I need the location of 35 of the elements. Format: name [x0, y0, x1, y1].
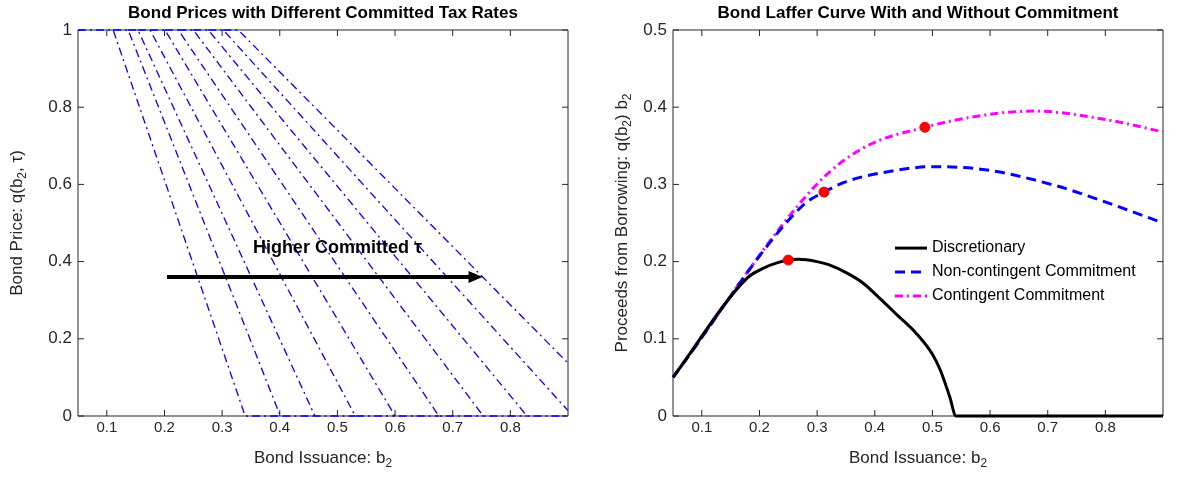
y-tick-label: 0.8 [48, 96, 72, 116]
x-tick-label: 0.3 [806, 418, 828, 436]
x-tick-label: 0.3 [211, 418, 233, 436]
y-tick-label: 0.2 [48, 328, 72, 348]
x-tick-label: 0.2 [154, 418, 175, 436]
y-tick-label: 1 [62, 19, 72, 39]
x-tick-label: 0.6 [979, 418, 1001, 436]
x-tick-label: 0.2 [749, 418, 770, 436]
x-tick-label: 0.4 [864, 418, 886, 436]
y-tick-label: 0.3 [643, 174, 667, 194]
y-tick-label: 0.4 [643, 96, 667, 116]
x-tick-label: 0.7 [442, 418, 464, 436]
y-tick-label: 0 [657, 405, 667, 425]
x-tick-label: 0.8 [1094, 418, 1116, 436]
y-tick-label: 0.5 [643, 19, 667, 39]
x-tick-label: 0.1 [691, 418, 713, 436]
chart-title: Bond Laffer Curve With and Without Commitment [717, 3, 1119, 23]
y-tick-label: 0.4 [48, 251, 72, 271]
x-tick-label: 0.4 [269, 418, 291, 436]
legend-label: Contingent Commitment [932, 286, 1106, 304]
legend-label: Discretionary [932, 238, 1026, 256]
y-tick-label: 0.1 [643, 328, 667, 348]
y-tick-label: 0 [62, 405, 72, 425]
x-tick-label: 0.1 [96, 418, 118, 436]
x-tick-label: 0.5 [921, 418, 943, 436]
y-tick-label: 0.6 [48, 174, 72, 194]
x-axis-title: Bond Issuance: b$_{2}$ [849, 448, 987, 471]
x-tick-label: 0.8 [499, 418, 521, 436]
x-tick-label: 0.5 [326, 418, 348, 436]
legend-label: Non-contingent Commitment [932, 262, 1137, 280]
x-tick-label: 0.7 [1037, 418, 1059, 436]
y-tick-label: 0.2 [643, 251, 667, 271]
x-tick-label: 0.6 [384, 418, 406, 436]
chart-title: Bond Prices with Different Committed Tax Rates [128, 3, 518, 23]
x-axis-title: Bond Issuance: b$_{2}$ [254, 448, 392, 471]
